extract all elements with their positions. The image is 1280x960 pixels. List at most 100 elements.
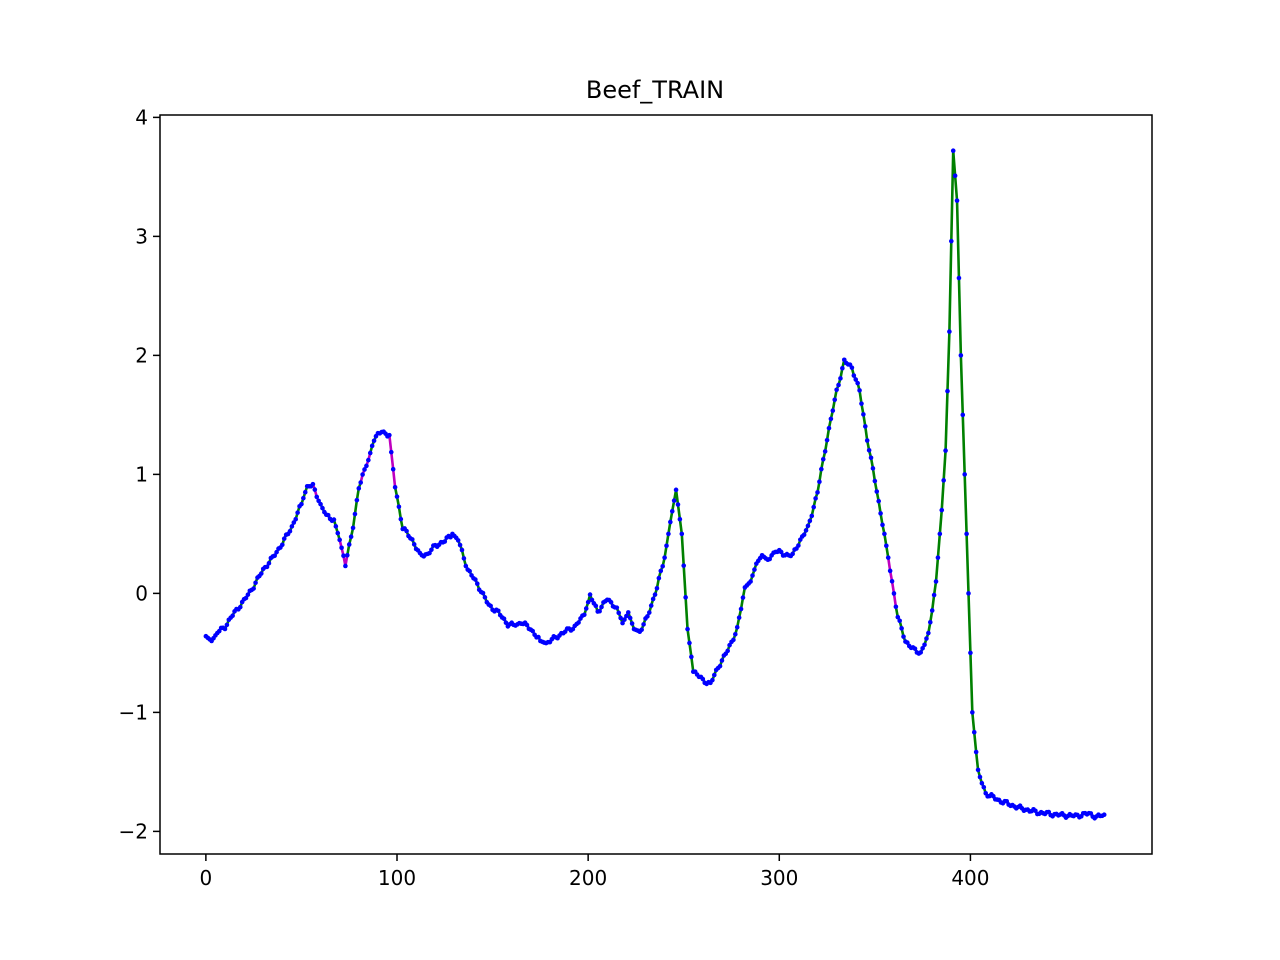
data-point	[312, 487, 318, 492]
data-point	[943, 448, 948, 453]
highlight-segment	[388, 433, 393, 454]
data-point	[893, 604, 899, 610]
data-point	[358, 480, 363, 485]
data-point	[700, 676, 706, 682]
y-tick-label: 3	[135, 224, 148, 248]
data-point	[828, 416, 834, 422]
data-point	[608, 599, 614, 605]
data-point	[767, 556, 773, 562]
data-point	[337, 537, 342, 543]
data-point	[299, 501, 304, 507]
series-segment	[940, 479, 945, 512]
data-point	[281, 536, 287, 541]
data-point	[652, 592, 658, 597]
data-point	[482, 595, 488, 600]
data-point	[264, 564, 270, 570]
data-point	[411, 542, 417, 547]
data-point	[733, 631, 738, 637]
data-point	[536, 634, 541, 640]
data-point	[809, 513, 815, 519]
data-point	[859, 401, 864, 406]
data-point	[331, 517, 337, 522]
data-point	[790, 551, 795, 557]
series-segment	[963, 473, 968, 536]
data-point	[362, 467, 367, 472]
data-point	[237, 604, 243, 610]
data-point	[251, 586, 256, 591]
x-tick-label: 400	[951, 866, 989, 890]
series-segment	[944, 389, 949, 452]
data-point	[503, 620, 509, 626]
data-point	[350, 525, 356, 531]
data-point	[289, 524, 295, 529]
data-point	[952, 173, 958, 178]
y-tick-label: 2	[135, 343, 148, 367]
data-point	[866, 448, 872, 453]
data-point	[662, 555, 667, 560]
data-point	[473, 577, 478, 582]
series-segment	[936, 532, 942, 559]
y-tick-label: 1	[135, 462, 148, 486]
data-point	[681, 563, 687, 568]
data-point	[710, 677, 715, 683]
data-point	[346, 542, 352, 547]
data-point	[618, 615, 623, 621]
data-point	[805, 523, 811, 529]
data-point	[335, 530, 341, 536]
data-point	[345, 552, 350, 558]
data-point	[740, 595, 746, 600]
data-point	[658, 568, 664, 574]
x-tick-label: 200	[569, 866, 607, 890]
data-point	[796, 543, 801, 548]
data-point	[941, 478, 946, 483]
data-point	[885, 555, 891, 560]
series-segment	[686, 627, 691, 645]
data-point	[861, 412, 866, 417]
data-point	[851, 373, 857, 378]
y-tick-label: 4	[135, 105, 148, 129]
data-point	[939, 507, 945, 513]
data-point	[310, 481, 316, 487]
data-point	[524, 622, 530, 628]
series-segment	[950, 149, 955, 243]
data-point	[897, 618, 902, 624]
data-point	[301, 495, 306, 501]
data-point	[367, 450, 373, 456]
data-point	[660, 563, 665, 569]
data-point	[576, 620, 581, 625]
data-point	[752, 567, 757, 572]
data-point	[396, 504, 402, 510]
data-point	[272, 553, 277, 559]
data-point	[820, 457, 826, 462]
data-point	[929, 608, 935, 613]
data-point	[243, 595, 249, 601]
data-point	[666, 531, 671, 537]
data-point	[891, 591, 897, 596]
data-point	[817, 479, 822, 485]
data-point	[467, 568, 472, 574]
data-point	[302, 489, 308, 495]
series-segment	[682, 564, 687, 599]
data-point	[356, 486, 362, 491]
data-point	[599, 604, 604, 610]
data-point	[474, 581, 480, 586]
data-point	[392, 484, 398, 490]
data-point	[625, 610, 631, 615]
data-point	[669, 508, 675, 514]
data-point	[801, 532, 807, 538]
y-tick-label: −1	[119, 700, 148, 724]
data-point	[956, 275, 962, 281]
data-point	[585, 599, 591, 605]
series-segment	[942, 449, 947, 482]
data-point	[348, 534, 354, 539]
series-segment	[930, 593, 936, 612]
data-point	[677, 516, 683, 522]
data-point	[620, 620, 625, 626]
data-point	[685, 626, 690, 632]
plot-frame	[159, 114, 1153, 855]
data-point	[398, 516, 404, 522]
data-point	[830, 408, 836, 413]
data-point	[853, 377, 859, 382]
series-segment	[684, 596, 689, 631]
data-point	[325, 512, 331, 518]
